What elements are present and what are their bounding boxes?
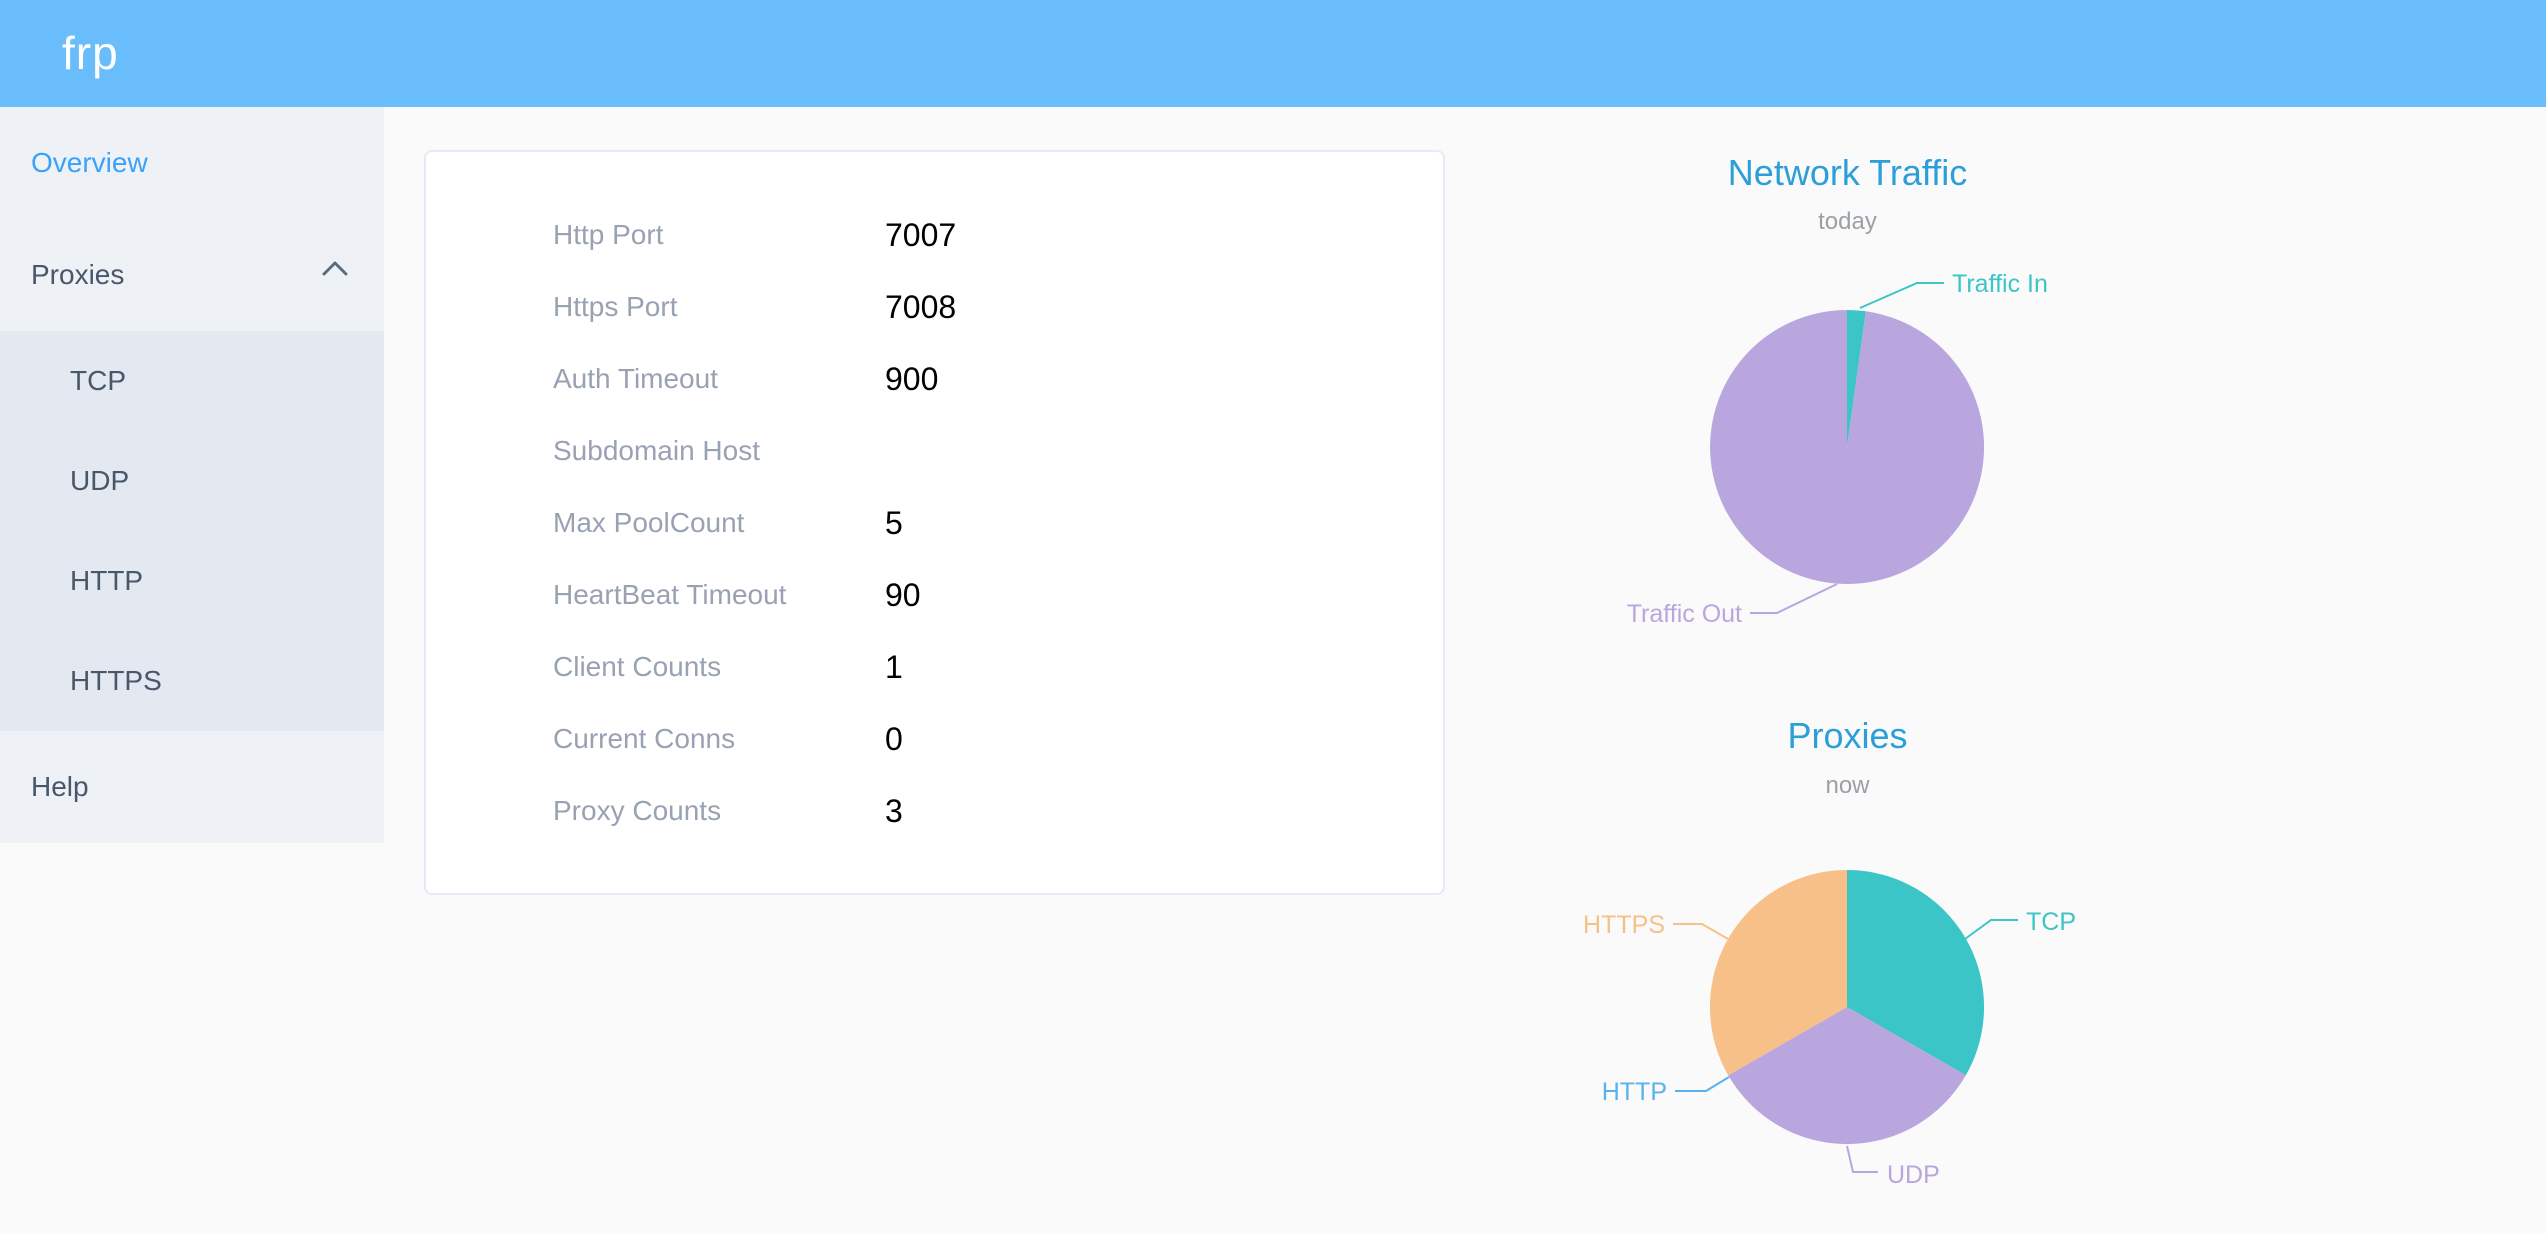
sidebar: Overview Proxies TCP UDP HTTP HTTPS Help	[0, 107, 384, 843]
config-label: Auth Timeout	[553, 363, 718, 394]
config-label: HeartBeat Timeout	[553, 579, 787, 610]
pie-label-line-udp	[1846, 1145, 1878, 1173]
config-label: Subdomain Host	[553, 435, 761, 466]
config-label: Max PoolCount	[553, 507, 745, 538]
sidebar-item-udp[interactable]: UDP	[70, 465, 130, 496]
proxies-chart-title: Proxies	[1787, 715, 1908, 756]
pie-label-http: HTTP	[1602, 1078, 1667, 1106]
config-label: Proxy Counts	[553, 795, 722, 826]
sidebar-item-http[interactable]: HTTP	[70, 565, 144, 596]
chevron-up-icon	[322, 261, 348, 276]
config-row: Current Conns 0	[426, 703, 1443, 775]
config-row: Subdomain Host	[426, 415, 1443, 487]
sidebar-item-help-label: Help	[31, 771, 89, 802]
pie-slice-traffic-in[interactable]	[1847, 309, 1866, 447]
pie-slice-tcp[interactable]	[1847, 870, 1985, 1076]
network-traffic-chart-title: Network Traffic	[1727, 152, 1968, 193]
sidebar-item-proxies[interactable]: Proxies	[0, 219, 384, 331]
config-row: Auth Timeout 900	[426, 343, 1443, 415]
config-value: 90	[885, 577, 921, 613]
pie-label-line-traffic-out	[1750, 583, 1838, 614]
pie-slice-https[interactable]	[1709, 870, 1847, 1076]
sidebar-item-proxies-label: Proxies	[31, 259, 125, 290]
proxies-submenu: TCP UDP HTTP HTTPS	[0, 331, 384, 731]
sidebar-item-overview-label: Overview	[31, 147, 148, 178]
app-logo: frp	[62, 27, 119, 79]
config-value: 5	[885, 505, 903, 541]
network-traffic-chart-subtitle: today	[1818, 208, 1877, 235]
pie-label-line-https	[1673, 923, 1729, 940]
config-value: 1	[885, 649, 903, 685]
config-row: HeartBeat Timeout 90	[426, 559, 1443, 631]
config-row: Client Counts 1	[426, 631, 1443, 703]
pie-label-https: HTTPS	[1583, 911, 1665, 939]
config-row: Proxy Counts 3	[426, 775, 1443, 847]
config-row: Https Port 7008	[426, 271, 1443, 343]
header-bar: frp	[0, 0, 2546, 107]
config-value: 7008	[885, 289, 957, 325]
config-value: 900	[885, 361, 939, 397]
config-row: Max PoolCount 5	[426, 487, 1443, 559]
server-info-card: Http Port 7007 Https Port 7008 Auth Timeou…	[424, 150, 1445, 895]
config-value: 3	[885, 793, 903, 829]
pie-label-line-tcp	[1964, 919, 2018, 940]
config-value: 0	[885, 721, 903, 757]
config-label: Client Counts	[553, 651, 722, 682]
config-row: Http Port 7007	[426, 199, 1443, 271]
config-value: 7007	[885, 217, 957, 253]
sidebar-item-overview[interactable]: Overview	[0, 107, 384, 219]
config-label: Http Port	[553, 219, 664, 250]
sidebar-item-https[interactable]: HTTPS	[70, 665, 162, 696]
proxies-chart-subtitle: now	[1825, 772, 1870, 799]
pie-label-tcp: TCP	[2026, 908, 2076, 936]
pie-label-traffic-out: Traffic Out	[1627, 600, 1742, 628]
pie-label-line-traffic-in	[1859, 282, 1944, 309]
pie-label-udp: UDP	[1887, 1161, 1940, 1189]
pie-slice-traffic-out[interactable]	[1710, 310, 1985, 584]
config-label: Https Port	[553, 291, 678, 322]
pie-label-traffic-in: Traffic In	[1952, 270, 2048, 298]
config-label: Current Conns	[553, 723, 736, 754]
sidebar-item-help[interactable]: Help	[0, 731, 384, 843]
pie-label-line-http	[1675, 1076, 1730, 1092]
sidebar-item-tcp[interactable]: TCP	[70, 365, 126, 396]
pie-slice-udp[interactable]	[1728, 1007, 1966, 1145]
